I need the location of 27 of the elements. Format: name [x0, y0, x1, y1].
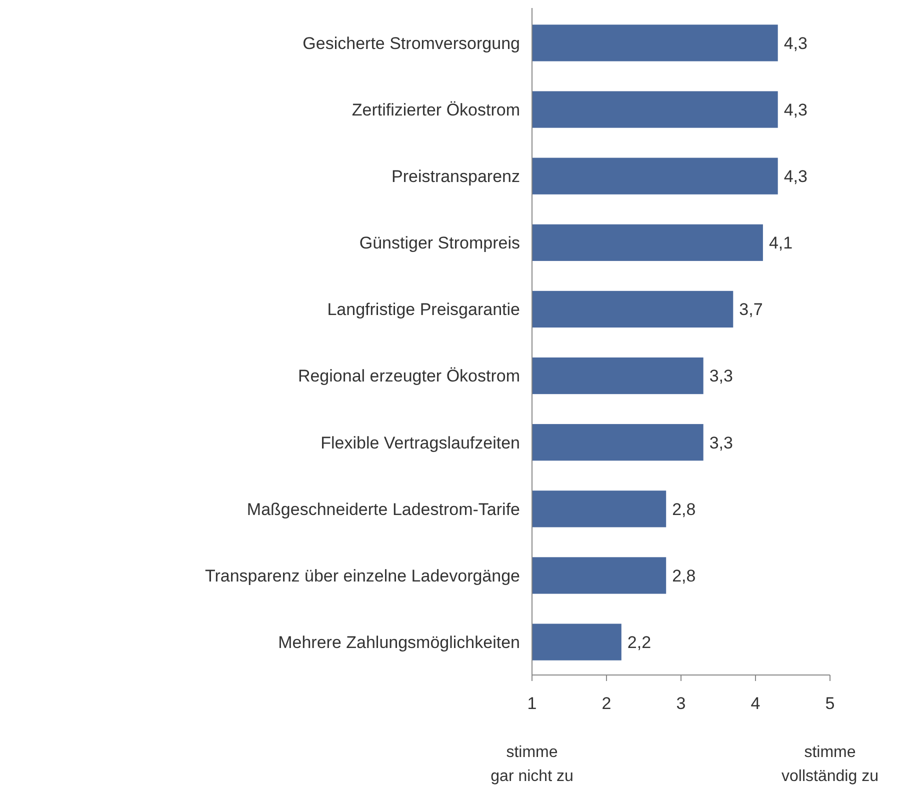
- data-label: 4,3: [784, 34, 808, 53]
- y-tick-label: Zertifizierter Ökostrom: [352, 100, 520, 120]
- text: stimme gar nicht zu: [490, 744, 574, 785]
- data-label: 2,2: [627, 633, 652, 652]
- x-tick-label: 2: [602, 694, 612, 713]
- data-label: 4,3: [784, 100, 808, 120]
- y-tick-label: Günstiger Strompreis: [359, 234, 520, 253]
- y-tick-label: Transparenz über einzelne Ladevorgänge: [204, 566, 520, 586]
- x-tick-label: 4: [750, 694, 760, 713]
- data-label: 3,3: [709, 433, 733, 452]
- y-tick-label: Preistransparenz: [391, 167, 520, 186]
- data-label: 4,3: [784, 167, 808, 186]
- y-tick-label: Regional erzeugter Ökostrom: [298, 366, 520, 386]
- y-tick-label: Flexible Vertragslaufzeiten: [320, 433, 520, 452]
- y-tick-label: Mehrere Zahlungsmöglichkeiten: [278, 633, 520, 652]
- y-tick-label: Maßgeschneiderte Ladestrom-Tarife: [246, 500, 520, 519]
- text: stimme vollständig zu: [782, 744, 878, 785]
- data-label: 2,8: [672, 566, 696, 586]
- x-tick-label: 1: [527, 694, 537, 713]
- data-label: 3,3: [709, 366, 733, 386]
- x-tick-label: 3: [676, 694, 686, 713]
- data-label: 4,1: [768, 234, 793, 253]
- data-label: 2,8: [672, 500, 696, 519]
- y-tick-label: Langfristige Preisgarantie: [327, 300, 520, 320]
- data-label: 3,7: [739, 300, 763, 320]
- y-tick-label: Gesicherte Stromversorgung: [302, 34, 520, 53]
- x-tick-label: 5: [825, 694, 835, 713]
